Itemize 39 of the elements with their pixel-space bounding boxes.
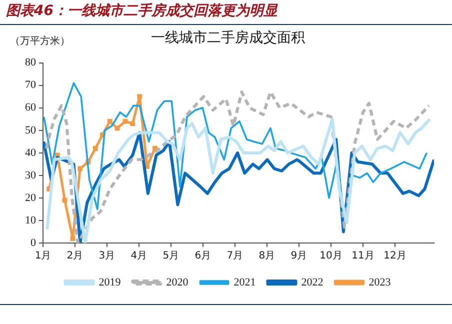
y-tick-label: 0 — [30, 236, 36, 249]
point — [107, 118, 112, 124]
y-tick-label: 50 — [25, 124, 36, 136]
chart-title: 一线城市二手房成交面积 — [151, 30, 305, 46]
point — [137, 94, 142, 100]
line-series — [44, 90, 430, 243]
x-tick-label: 5月 — [162, 250, 180, 262]
y-tick-label: 40 — [25, 146, 36, 159]
y-tick-label: 10 — [25, 214, 36, 226]
legend-label: 2023 — [368, 276, 392, 288]
point — [130, 121, 136, 126]
y-tick-label: 80 — [25, 56, 36, 69]
x-tick-label: 11月 — [352, 250, 374, 262]
point — [70, 236, 76, 241]
x-tick-label: 3月 — [98, 250, 116, 262]
x-tick-label: 7月 — [226, 250, 244, 262]
x-tick-label: 9月 — [290, 250, 308, 262]
legend-label: 2021 — [234, 276, 256, 288]
chart-subtitle: 图表46：一线城市二手房成交回落更为明显 — [6, 2, 278, 20]
point — [122, 118, 128, 124]
point — [62, 198, 68, 203]
x-tick-label: 6月 — [194, 250, 212, 262]
point — [78, 166, 83, 172]
x-tick-label: 10月 — [320, 250, 342, 262]
legend-label: 2020 — [166, 276, 189, 288]
y-axis-title: （万平方米） — [10, 34, 70, 48]
legend-label: 2019 — [98, 276, 122, 288]
x-tick-label: 12月 — [384, 250, 406, 262]
y-tick-label: 20 — [25, 192, 36, 204]
y-tick-label: 60 — [25, 102, 36, 114]
x-tick-label: 2月 — [66, 250, 84, 262]
x-tick-label: 8月 — [258, 250, 276, 262]
y-tick-label: 30 — [25, 169, 36, 182]
x-tick-label: 4月 — [130, 250, 148, 262]
y-tick-label: 70 — [25, 79, 36, 92]
point — [114, 126, 120, 131]
point — [93, 146, 98, 151]
x-tick-label: 1月 — [34, 250, 52, 262]
legend-label: 2022 — [301, 276, 324, 288]
